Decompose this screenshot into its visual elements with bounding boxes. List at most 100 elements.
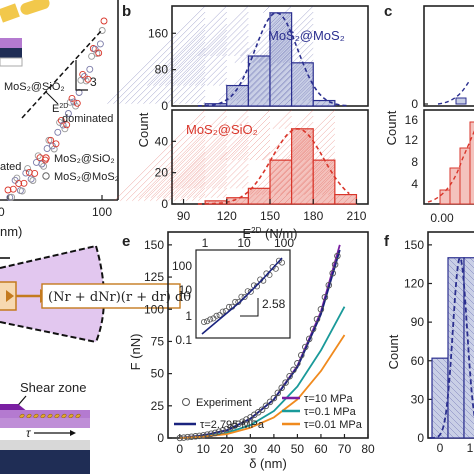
hatch-line xyxy=(463,401,474,413)
hatch-line xyxy=(162,133,227,198)
hatch-line xyxy=(262,121,336,195)
hatch-line xyxy=(192,163,227,198)
hatch-line xyxy=(234,197,242,205)
hatch-line xyxy=(269,12,288,31)
x-tick-label: 30 xyxy=(244,442,258,456)
experiment-point xyxy=(262,402,270,410)
hatch-line xyxy=(463,431,471,439)
experiment-point xyxy=(196,432,203,440)
hatch-line xyxy=(224,11,314,101)
panel-a-point xyxy=(43,145,51,153)
hatch-line xyxy=(248,56,271,79)
hatch-line xyxy=(180,151,227,198)
hatch-line xyxy=(269,44,292,67)
inset-xtick-100: 100 xyxy=(274,236,294,250)
hatch-line xyxy=(447,431,455,439)
hatch-line xyxy=(143,41,206,104)
wedge-arc xyxy=(95,245,105,343)
hatch-line xyxy=(114,109,206,202)
hatch-line xyxy=(262,109,314,161)
panel-a-point xyxy=(20,179,28,187)
inset-ytick-0.1: 0.1 xyxy=(175,333,192,347)
hatch-line xyxy=(321,190,336,205)
experiment-point xyxy=(192,433,199,440)
hatch-line xyxy=(447,425,461,439)
y-tick-label: 80 xyxy=(155,63,169,77)
panel-b-xticks: 90 120 150 180 210 xyxy=(177,199,367,223)
hatch-line xyxy=(308,95,314,101)
panel-b-top-yticks: 0 80 160 xyxy=(148,26,176,113)
hatch-line xyxy=(156,151,206,202)
experiment-point xyxy=(219,427,227,434)
panel-c-ytick-4: 4 xyxy=(411,177,418,191)
experiment-point xyxy=(207,430,215,437)
panel-a-point xyxy=(15,180,23,188)
legend-01-label: τ=0.1 MPa xyxy=(304,406,357,418)
hatch-line xyxy=(286,145,336,195)
panel-a-point xyxy=(4,186,12,194)
inset-point xyxy=(241,293,248,300)
experiment-point xyxy=(211,429,219,437)
experiment-point xyxy=(294,360,301,367)
legend-label-mos2: MoS₂@MoS₂ xyxy=(54,171,119,183)
hatch-line xyxy=(246,17,292,63)
hatch-line xyxy=(258,29,292,63)
hatch-line xyxy=(248,62,271,85)
experiment-point xyxy=(334,252,341,260)
hatch-line xyxy=(248,80,271,103)
panel-c-ytick-0: 0 xyxy=(411,97,418,111)
hatch-line xyxy=(216,23,249,57)
hatch-line xyxy=(310,157,314,161)
panel-a-point xyxy=(64,110,72,117)
panel-a-point xyxy=(29,177,37,184)
hatch-line xyxy=(250,188,267,205)
y-tick-label: 40 xyxy=(155,134,169,148)
hatch-line xyxy=(463,395,474,407)
panel-e-xticks: 0 10 20 30 40 50 60 70 80 xyxy=(176,434,375,456)
dominated-label: dominated xyxy=(62,113,113,125)
slope-triangle xyxy=(75,60,88,91)
panel-c-ytick-8: 8 xyxy=(411,155,418,169)
inset-point xyxy=(207,316,214,323)
hatch-line xyxy=(262,196,271,205)
legend-marker-sio2 xyxy=(42,154,50,162)
hatch-line xyxy=(447,413,465,431)
hatch-line xyxy=(155,53,206,104)
panel-a-point xyxy=(79,70,87,78)
hatch-line xyxy=(175,115,249,189)
hatch-line xyxy=(277,92,292,107)
hatch-line xyxy=(174,169,206,202)
y-tick-label: 25 xyxy=(151,399,165,413)
hatch-line xyxy=(313,160,336,183)
panel-a-point xyxy=(18,187,26,195)
hatch-line xyxy=(284,121,292,129)
hatch-line xyxy=(177,35,227,86)
sheet-navy-block xyxy=(0,48,22,58)
experiment-point xyxy=(270,394,278,402)
hatch-line xyxy=(248,188,261,201)
x-tick-label: 210 xyxy=(346,209,366,223)
hatch-line xyxy=(271,184,292,205)
x-tick-label: 60 xyxy=(314,442,328,456)
hatch-line xyxy=(269,80,292,103)
sheet-yellow-strip xyxy=(0,3,20,23)
hatch-line xyxy=(291,160,314,183)
hatch-line xyxy=(260,47,314,101)
slope-label: 3 xyxy=(90,75,97,89)
hatch-line xyxy=(431,377,449,395)
x-tick-label: 20 xyxy=(220,442,234,456)
panel-a-point xyxy=(66,98,74,106)
tau-arrow-head xyxy=(70,430,76,436)
x-tick-label: 120 xyxy=(217,209,237,223)
hatch-line xyxy=(113,11,206,104)
hatch-line xyxy=(268,115,314,161)
hatch-line xyxy=(463,257,474,269)
experiment-point xyxy=(266,398,274,406)
hatch-line xyxy=(107,5,206,104)
hatch-line xyxy=(282,53,292,63)
hatch-line xyxy=(169,109,249,189)
experiment-point xyxy=(184,433,191,441)
hatch-line xyxy=(447,305,465,323)
hatch-line xyxy=(197,95,206,104)
hatch-line xyxy=(328,187,336,195)
